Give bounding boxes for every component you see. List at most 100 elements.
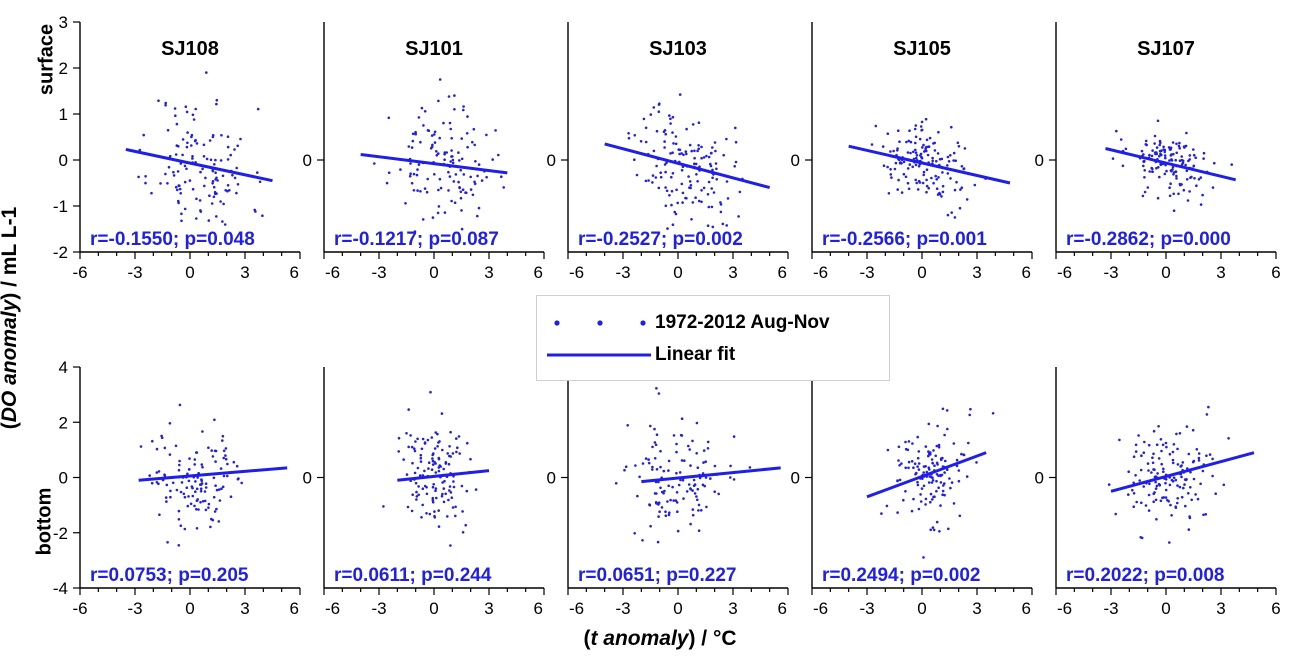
panel-6-data-point bbox=[201, 500, 205, 503]
panel-8-data-point bbox=[717, 492, 720, 496]
panel-9-data-point bbox=[949, 486, 952, 490]
panel-7-stats-label: r=0.0611; p=0.244 bbox=[334, 565, 492, 586]
panel-7-data-point bbox=[441, 481, 444, 484]
panel-1-data-point bbox=[184, 105, 188, 108]
panel-6-data-point bbox=[165, 500, 168, 503]
panel-2-data-point bbox=[387, 171, 391, 174]
panel-9-data-point bbox=[935, 473, 939, 476]
panel-8-data-point bbox=[666, 500, 669, 503]
panel-9-data-point bbox=[924, 465, 927, 468]
panel-8-data-point bbox=[647, 461, 651, 465]
panel-1-stats-label: r=-0.1550; p=0.048 bbox=[90, 229, 255, 250]
panel-9-data-point bbox=[898, 478, 902, 482]
panel-10-data-point bbox=[1187, 452, 1191, 456]
panel-5-data-point bbox=[1158, 175, 1161, 179]
panel-6-y-tick-label: 2 bbox=[59, 413, 68, 432]
panel-7-data-point bbox=[454, 514, 457, 518]
panel-8-data-point bbox=[697, 529, 701, 532]
panel-9-data-point bbox=[927, 481, 931, 484]
panel-3-data-point bbox=[711, 168, 714, 172]
panel-2-data-point bbox=[411, 132, 415, 136]
panel-9-data-point bbox=[936, 463, 939, 466]
panel-1-data-point bbox=[144, 175, 147, 178]
panel-9-data-point bbox=[924, 503, 927, 506]
panel-9-data-point bbox=[965, 475, 969, 478]
panel-10-data-point bbox=[1160, 449, 1163, 453]
panel-7-data-point bbox=[419, 456, 423, 460]
panel-5-data-point bbox=[1142, 153, 1145, 156]
panel-1-data-point bbox=[235, 166, 238, 170]
panel-1-data-point bbox=[186, 141, 189, 145]
panel-6-data-point bbox=[168, 453, 172, 456]
panel-4-x-tick-label: -3 bbox=[859, 263, 874, 282]
panel-5-data-point bbox=[1184, 144, 1188, 148]
panel-6-data-point bbox=[187, 495, 190, 498]
panel-7-data-point bbox=[431, 500, 435, 504]
panel-3-data-point bbox=[644, 140, 648, 144]
panel-1-data-point bbox=[220, 134, 223, 137]
panel-5-data-point bbox=[1171, 141, 1175, 144]
panel-6-data-point bbox=[150, 481, 154, 485]
panel-10-data-point bbox=[1147, 509, 1151, 512]
panel-8-data-point bbox=[748, 466, 752, 469]
panel-9-data-point bbox=[946, 427, 949, 431]
panel-6-data-point bbox=[201, 430, 204, 433]
panel-10-data-point bbox=[1168, 541, 1171, 544]
panel-1-data-point bbox=[203, 184, 206, 188]
panel-7-data-point bbox=[430, 436, 434, 439]
panel-1-data-point bbox=[212, 185, 216, 189]
legend: 1972-2012 Aug-Nov Linear fit bbox=[536, 295, 890, 381]
panel-6-data-point bbox=[215, 507, 218, 511]
panel-3-x-tick-label: 3 bbox=[728, 263, 737, 282]
panel-10-data-point bbox=[1159, 438, 1163, 441]
panel-10-data-point bbox=[1134, 450, 1138, 453]
panel-5-data-point bbox=[1155, 146, 1159, 149]
panel-7-data-point bbox=[444, 462, 448, 465]
panel-8-data-point bbox=[679, 478, 682, 482]
row-label-bottom: bottom bbox=[33, 487, 56, 556]
panel-9-data-point bbox=[913, 462, 917, 466]
panel-9-data-point bbox=[952, 442, 956, 445]
panel-3-data-point bbox=[658, 102, 661, 105]
row-label-surface: surface bbox=[35, 23, 58, 96]
panel-8-data-point bbox=[683, 459, 686, 463]
panel-7-data-point bbox=[446, 515, 449, 518]
panel-10-data-point bbox=[1187, 528, 1191, 531]
panel-7-data-point bbox=[431, 496, 435, 500]
panel-8-data-point bbox=[729, 476, 732, 479]
panel-6-data-point bbox=[178, 459, 181, 463]
panel-4-data-point bbox=[925, 184, 929, 188]
panel-8-data-point bbox=[696, 466, 700, 470]
panel-2-data-point bbox=[459, 168, 463, 172]
panel-3-data-point bbox=[702, 186, 706, 190]
panel-3-data-point bbox=[674, 212, 678, 216]
panel-4-fit-line bbox=[848, 144, 1011, 185]
panel-6-data-point bbox=[163, 474, 167, 477]
panel-4-data-point bbox=[914, 148, 917, 152]
panel-3-data-point bbox=[664, 186, 667, 189]
panel-9-data-point bbox=[935, 520, 939, 524]
panel-5-data-point bbox=[1143, 159, 1146, 163]
panel-3-data-point bbox=[663, 140, 666, 143]
panel-10-data-point bbox=[1135, 500, 1138, 504]
panel-9-data-point bbox=[917, 468, 921, 471]
panel-3-data-point bbox=[681, 201, 684, 204]
panel-6-data-point bbox=[204, 486, 208, 489]
panel-2-data-point bbox=[433, 141, 437, 144]
panel-7-data-point bbox=[434, 462, 437, 465]
panel-10-x-tick-label: 3 bbox=[1216, 599, 1225, 618]
panel-1-data-point bbox=[211, 180, 215, 183]
panel-10-data-point bbox=[1227, 437, 1230, 440]
panel-9-data-point bbox=[943, 433, 946, 437]
panel-2-data-point bbox=[437, 205, 441, 208]
panel-3-data-point bbox=[659, 171, 662, 174]
panel-5-data-point bbox=[1153, 142, 1156, 145]
panel-7-data-point bbox=[431, 485, 435, 489]
panel-2-data-point bbox=[437, 99, 440, 103]
panel-8-data-point bbox=[675, 471, 678, 475]
panel-9-data-point bbox=[945, 409, 949, 412]
panel-9-data-point bbox=[927, 452, 931, 456]
panel-8-data-point bbox=[713, 464, 717, 468]
panel-9-data-point bbox=[885, 504, 889, 508]
panel-5-x-tick-label: -6 bbox=[1057, 263, 1072, 282]
